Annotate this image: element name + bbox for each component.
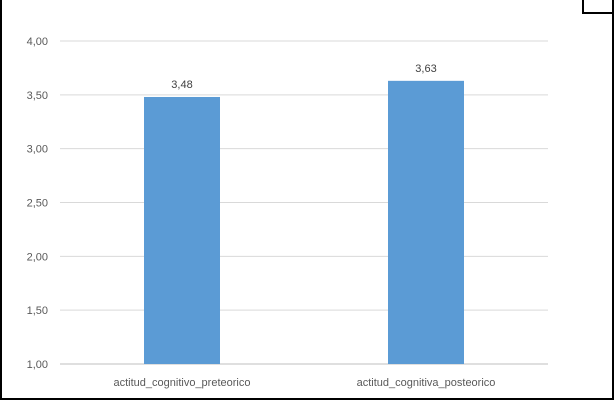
y-tick-label: 2,00 (27, 251, 48, 263)
y-tick-label: 1,00 (27, 359, 48, 371)
gridlines (60, 40, 548, 365)
frame-edge-inner (582, 0, 584, 14)
y-tick-label: 3,00 (27, 144, 48, 156)
bar-actitud_cognitiva_posteorico (388, 80, 464, 364)
bar-actitud_cognitivo_preteorico (144, 96, 220, 364)
y-tick-label: 3,50 (27, 90, 48, 102)
y-axis-tick-labels: 1,00 1,50 2,00 2,50 3,00 3,50 4,00 (27, 36, 48, 371)
y-tick-label: 4,00 (27, 36, 48, 48)
data-label: 3,63 (415, 63, 436, 75)
x-category-label: actitud_cognitivo_preteorico (114, 377, 251, 389)
y-tick-label: 2,50 (27, 198, 48, 210)
x-axis-category-labels: actitud_cognitivo_preteorico actitud_cogn… (114, 377, 496, 389)
y-tick-label: 1,50 (27, 305, 48, 317)
data-labels: 3,48 3,63 (171, 63, 436, 91)
x-category-label: actitud_cognitiva_posteorico (357, 377, 496, 389)
bars (144, 80, 464, 364)
frame-top-segment (582, 12, 614, 14)
data-label: 3,48 (171, 79, 192, 91)
